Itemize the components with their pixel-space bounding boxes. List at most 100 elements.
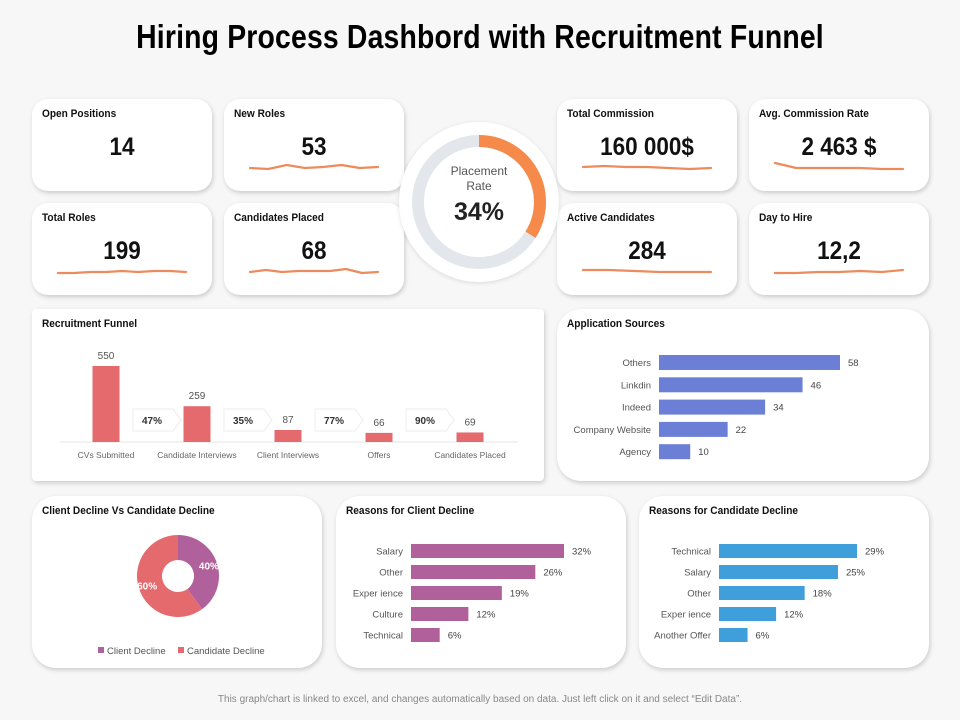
funnel-value-label: 66 [373,418,385,429]
legend-label: Candidate Decline [187,646,265,657]
sparkline-path [773,161,905,171]
bar[interactable] [411,544,564,558]
bar-category-label: Culture [372,610,403,621]
bar-value-label: 32% [572,547,592,558]
kpi-value: 68 [301,237,327,265]
placement-label-line2: Rate [466,179,492,193]
bar[interactable] [659,377,803,393]
bar[interactable] [659,355,840,370]
funnel-category-label: Candidate Interviews [157,450,236,460]
bar-value-label: 46 [811,380,822,391]
bar[interactable] [719,607,777,621]
client-decline-reasons-card[interactable]: Reasons for Client Decline Salary 32% Othe… [336,496,626,668]
bar[interactable] [659,421,728,437]
kpi-card-new-roles[interactable]: New Roles 53 [224,99,404,191]
funnel-bar[interactable] [456,432,484,442]
client-decline-chart: Salary 32% Other 26% Exper ience 19% Culture 12… [353,544,592,642]
funnel-value-label: 259 [189,391,206,402]
kpi-card-avg-commission-rate[interactable]: Avg. Commission Rate 2 463 $ [749,99,929,191]
conversion-rate-label: 47% [142,416,162,427]
kpi-value: 160 000$ [600,133,694,161]
bar-category-label: Agency [619,447,651,458]
chart-title: Reasons for Client Decline [346,505,475,517]
bar-category-label: Exper ience [353,589,403,600]
bar-category-label: Others [622,358,651,369]
bar[interactable] [411,607,469,621]
bar[interactable] [411,565,536,579]
bar-value-label: 25% [846,568,866,579]
kpi-label: New Roles [234,108,286,120]
bar-value-label: 6% [448,631,462,642]
kpi-value: 14 [109,133,135,161]
kpi-card-total-roles[interactable]: Total Roles 199 [32,203,212,295]
placement-label-line1: Placement [450,164,508,178]
kpi-label: Total Commission [567,108,654,120]
kpi-label: Total Roles [42,212,96,224]
sparkline-path [248,163,380,171]
bar[interactable] [411,586,502,600]
kpi-label: Open Positions [42,108,117,120]
decline-donut-chart: 40% 60% Client Decline Candidate Decline [98,535,265,657]
donut-slice[interactable] [178,535,219,610]
bar-category-label: Technical [671,547,711,558]
sparkline-path [581,268,713,274]
candidate-decline-reasons-card[interactable]: Reasons for Candidate Decline Technical 2… [639,496,929,668]
bar-value-label: 26% [543,568,563,579]
decline-split-card[interactable]: Client Decline Vs Candidate Decline 40% 6… [32,496,322,668]
sparkline [248,163,380,171]
bar-category-label: Indeed [622,403,651,414]
sparkline [773,161,905,171]
bar-category-label: Linkdin [621,380,651,391]
sparkline [248,267,380,275]
bar[interactable] [659,444,691,460]
conversion-arrow [405,408,455,432]
bar-value-label: 6% [756,631,770,642]
funnel-category-label: Candidates Placed [434,450,506,460]
placement-ring [412,135,546,269]
funnel-bar[interactable] [274,429,302,442]
funnel-category-label: Offers [368,450,391,460]
funnel-bar[interactable] [183,406,211,442]
bar-value-label: 29% [865,547,885,558]
bar-category-label: Salary [376,547,403,558]
placement-rate-gauge[interactable]: Placement Rate 34% [399,122,559,282]
kpi-card-open-positions[interactable]: Open Positions 14 [32,99,212,191]
sparkline-path [773,268,905,275]
bar-category-label: Salary [684,568,711,579]
kpi-value: 284 [628,237,666,265]
donut-slice[interactable] [136,535,203,617]
kpi-label: Day to Hire [759,212,813,224]
kpi-card-active-candidates[interactable]: Active Candidates 284 [557,203,737,295]
bar[interactable] [719,586,805,600]
funnel-chart: 550 CVs Submitted 259 Candidate Interviews 8… [60,351,518,460]
sparkline [56,269,188,275]
recruitment-funnel-card[interactable]: Recruitment Funnel 550 CVs Submitted 259 Ca… [32,309,544,481]
placement-value: 34% [453,198,505,226]
chart-title: Recruitment Funnel [42,318,138,330]
placement-arc [478,135,546,238]
kpi-card-candidates-placed[interactable]: Candidates Placed 68 [224,203,404,295]
bar[interactable] [659,399,766,415]
chart-title: Reasons for Candidate Decline [649,505,799,517]
funnel-bar[interactable] [365,432,393,442]
sparkline-path [56,269,188,275]
kpi-value: 2 463 $ [801,133,877,161]
bar-category-label: Company Website [574,425,651,436]
candidate-decline-chart: Technical 29% Salary 25% Other 18% Exper ience… [654,544,885,642]
placement-label: Placement Rate [399,164,559,194]
application-sources-card[interactable]: Application Sources Others 58 Linkdin 46 Ind… [557,309,929,481]
bar-value-label: 34 [773,403,784,414]
funnel-bar[interactable] [92,366,120,442]
funnel-category-label: CVs Submitted [78,450,135,460]
funnel-category-label: Client Interviews [257,450,319,460]
bar[interactable] [719,628,748,642]
legend-label: Client Decline [107,646,166,657]
bar-value-label: 22 [736,425,747,436]
bar[interactable] [719,544,857,558]
kpi-card-total-commission[interactable]: Total Commission 160 000$ [557,99,737,191]
conversion-arrow [132,408,182,432]
kpi-label: Candidates Placed [234,212,325,224]
bar[interactable] [719,565,838,579]
bar[interactable] [411,628,440,642]
kpi-card-day-to-hire[interactable]: Day to Hire 12,2 [749,203,929,295]
